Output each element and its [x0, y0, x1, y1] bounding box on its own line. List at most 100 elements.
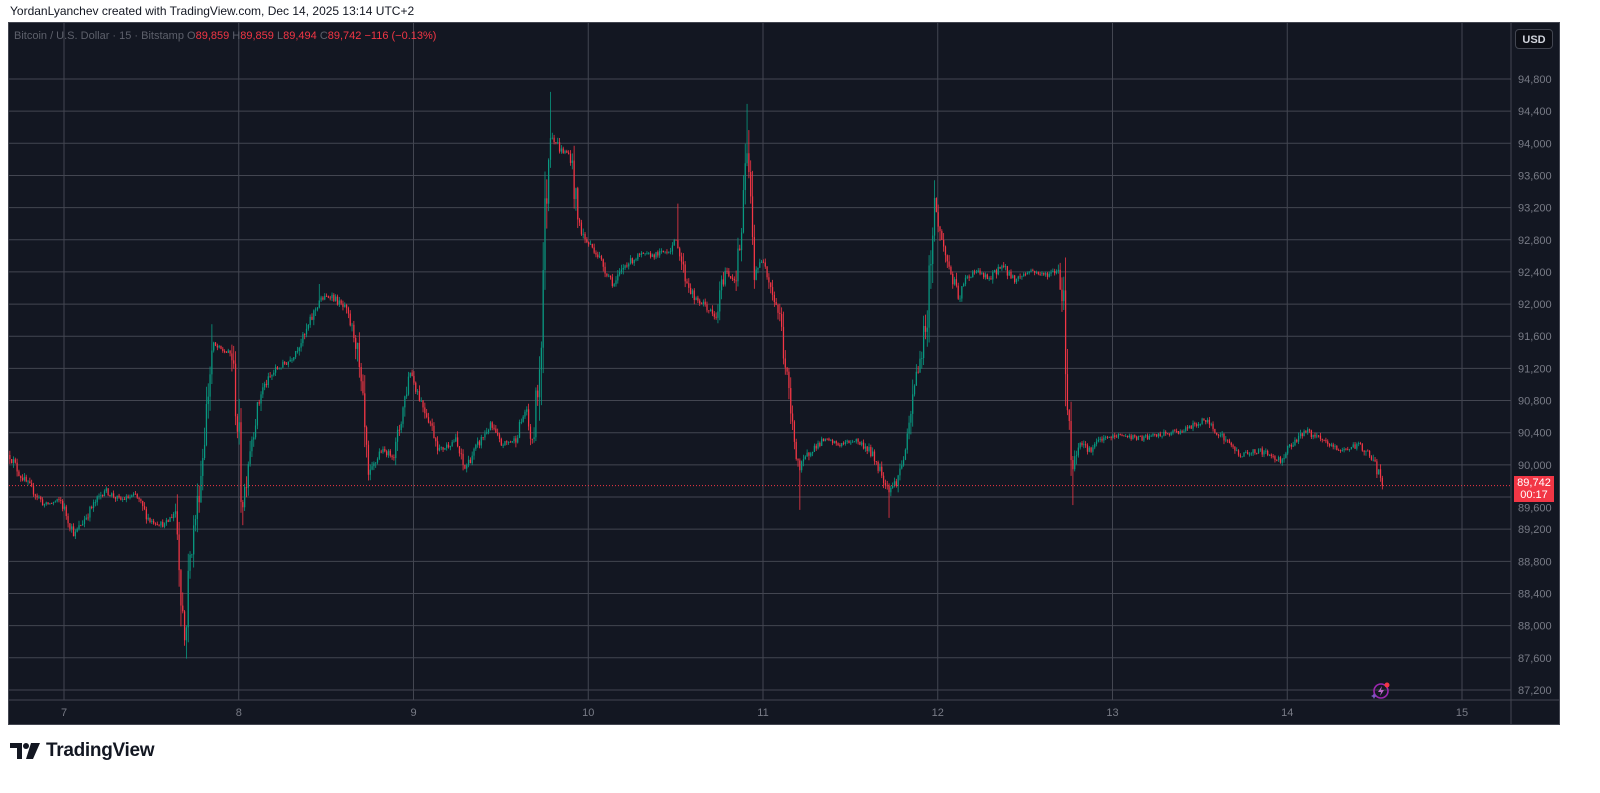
- candle-body: [462, 453, 464, 465]
- candles: [9, 91, 1383, 659]
- candle-body: [795, 441, 797, 460]
- candle-body: [637, 254, 639, 260]
- candle: [340, 299, 342, 306]
- candle-body: [851, 441, 854, 443]
- candle-body: [1134, 435, 1136, 437]
- chart-frame[interactable]: [8, 22, 1560, 725]
- candle-body: [229, 350, 231, 354]
- high-value: 89,859: [240, 30, 274, 42]
- candle: [171, 514, 173, 519]
- candle-body: [1075, 455, 1078, 457]
- candle: [1241, 456, 1243, 458]
- candle-body: [797, 459, 799, 461]
- candle: [422, 399, 424, 413]
- candle-body: [835, 441, 837, 444]
- candle: [953, 276, 956, 286]
- candle: [790, 377, 792, 424]
- candle: [784, 350, 786, 375]
- candle-body: [1185, 427, 1187, 431]
- candle-body: [1347, 449, 1349, 451]
- candle: [1015, 278, 1018, 285]
- candle-body: [493, 427, 495, 429]
- candle-body: [664, 251, 666, 253]
- candle-body: [393, 457, 395, 459]
- candle: [1066, 349, 1069, 416]
- candle: [393, 454, 395, 461]
- candle-body: [1339, 450, 1342, 452]
- candle: [615, 276, 617, 287]
- currency-button[interactable]: USD: [1515, 29, 1553, 49]
- candle-body: [1252, 449, 1254, 454]
- candle-body: [919, 358, 921, 373]
- candle-body: [604, 266, 606, 274]
- candle: [1108, 436, 1110, 438]
- candle: [111, 492, 113, 498]
- candle: [1201, 417, 1203, 425]
- candle: [265, 379, 268, 388]
- candle: [628, 262, 630, 270]
- candle-body: [1095, 441, 1098, 444]
- candle-body: [633, 260, 635, 264]
- candle: [1021, 275, 1023, 280]
- candle: [664, 251, 666, 254]
- candle-body: [420, 400, 422, 402]
- candle: [932, 227, 934, 284]
- candle-body: [489, 422, 492, 431]
- candle: [675, 239, 677, 241]
- candle: [1379, 464, 1382, 482]
- candle: [240, 408, 242, 513]
- candle-body: [136, 494, 138, 498]
- candle: [910, 410, 912, 435]
- candle: [538, 356, 541, 421]
- candle: [697, 295, 699, 304]
- candle-body: [107, 488, 109, 496]
- candle-body: [560, 148, 563, 152]
- candle-body: [855, 439, 857, 442]
- candle-body: [1374, 459, 1376, 462]
- price-axis-label: 87,600: [1518, 653, 1552, 665]
- candle-body: [1239, 455, 1241, 457]
- candle: [300, 338, 302, 352]
- candle: [486, 427, 488, 435]
- candle: [668, 251, 670, 254]
- price-axis-label: 92,800: [1518, 235, 1552, 247]
- candle: [848, 440, 850, 444]
- alert-lightning-icon[interactable]: [1370, 681, 1392, 701]
- candle: [1094, 442, 1096, 450]
- candle: [881, 461, 883, 479]
- tradingview-logo[interactable]: TradingView: [10, 740, 155, 762]
- candle: [983, 272, 985, 280]
- candle-body: [280, 367, 282, 369]
- candle-body: [813, 445, 816, 452]
- candle-body: [91, 506, 93, 508]
- candle: [1186, 425, 1189, 431]
- candle-body: [76, 528, 78, 532]
- candle: [131, 494, 133, 498]
- candle-body: [886, 485, 888, 487]
- candle: [375, 462, 377, 468]
- candle-body: [129, 496, 131, 499]
- candle-body: [864, 446, 867, 449]
- candle: [826, 438, 828, 441]
- candle-body: [222, 348, 224, 352]
- candle-body: [1196, 424, 1198, 426]
- candle: [1283, 454, 1285, 463]
- candle: [54, 500, 56, 503]
- candle-body: [853, 441, 856, 443]
- candle-body: [1176, 430, 1178, 432]
- candle-body: [1128, 435, 1130, 438]
- candle-body: [356, 342, 359, 349]
- candle-body: [802, 459, 805, 462]
- high-label: H: [232, 30, 241, 42]
- candle-body: [14, 459, 16, 463]
- candle: [517, 434, 519, 444]
- candle: [724, 267, 726, 287]
- candle: [351, 322, 353, 332]
- candle: [1048, 271, 1050, 278]
- candle-body: [11, 459, 13, 464]
- low-label: L: [276, 30, 284, 42]
- candle: [1345, 448, 1347, 451]
- candle-body: [265, 383, 268, 385]
- candle: [1296, 438, 1298, 443]
